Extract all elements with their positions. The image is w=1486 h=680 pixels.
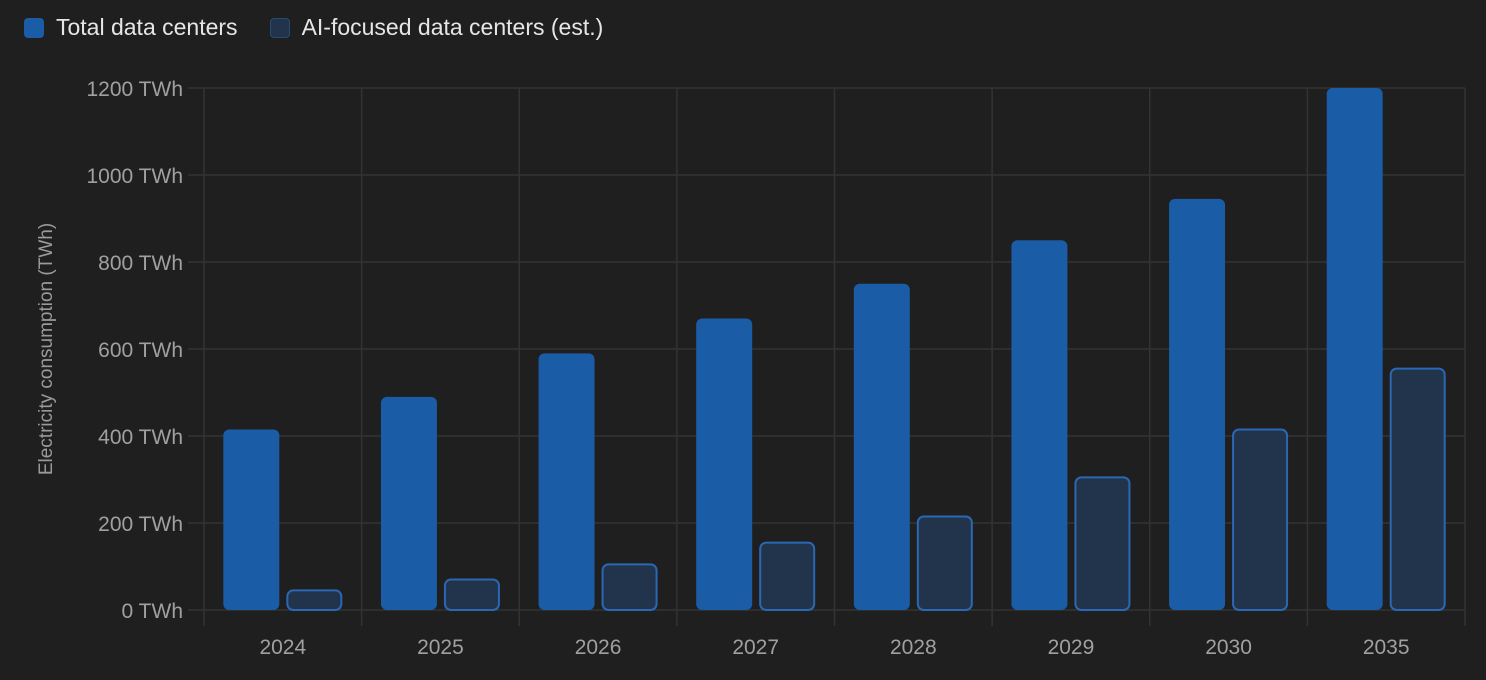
legend-swatch-ai bbox=[269, 17, 290, 38]
bar-total[interactable] bbox=[223, 429, 280, 610]
legend-label-total: Total data centers bbox=[56, 14, 238, 40]
y-tick-label: 800 TWh bbox=[98, 252, 183, 275]
legend-label-ai: AI-focused data centers (est.) bbox=[301, 14, 604, 40]
x-tick-label: 2028 bbox=[890, 636, 937, 659]
bar-ai-focused[interactable] bbox=[443, 578, 500, 611]
x-tick-label: 2026 bbox=[575, 636, 622, 659]
bar-ai-focused[interactable] bbox=[1232, 428, 1289, 611]
x-tick-label: 2027 bbox=[732, 636, 779, 659]
x-tick-label: 2029 bbox=[1048, 636, 1095, 659]
x-tick-label: 2030 bbox=[1205, 636, 1252, 659]
x-tick-label: 2035 bbox=[1363, 636, 1410, 659]
y-tick-label: 200 TWh bbox=[98, 513, 183, 536]
bar-ai-focused[interactable] bbox=[1389, 367, 1446, 612]
x-tick-label: 2025 bbox=[417, 636, 464, 659]
bar-ai-focused[interactable] bbox=[286, 589, 343, 611]
bars bbox=[223, 88, 1446, 612]
legend-item-total[interactable]: Total data centers bbox=[24, 14, 238, 41]
legend-item-ai[interactable]: AI-focused data centers (est.) bbox=[269, 14, 604, 41]
y-tick-label: 1000 TWh bbox=[87, 165, 184, 188]
bar-total[interactable] bbox=[696, 318, 753, 610]
bar-ai-focused[interactable] bbox=[759, 541, 816, 612]
chart-legend: Total data centers AI-focused data cente… bbox=[24, 14, 603, 41]
bar-ai-focused[interactable] bbox=[601, 563, 658, 612]
bar-ai-focused[interactable] bbox=[1074, 476, 1131, 612]
bar-total[interactable] bbox=[1011, 240, 1068, 610]
bar-total[interactable] bbox=[538, 353, 595, 610]
x-tick-label: 2024 bbox=[259, 636, 306, 659]
y-axis-title: Electricity consumption (TWh) bbox=[36, 223, 57, 475]
bar-ai-focused[interactable] bbox=[916, 515, 973, 611]
y-tick-label: 600 TWh bbox=[98, 339, 183, 362]
bar-total[interactable] bbox=[853, 283, 910, 610]
bar-total[interactable] bbox=[380, 396, 437, 610]
y-tick-label: 0 TWh bbox=[122, 600, 183, 623]
tick-labels: 0 TWh 200 TWh 400 TWh 600 TWh 800 TWh 1000 TW… bbox=[87, 78, 1410, 659]
y-tick-label: 1200 TWh bbox=[87, 78, 184, 101]
legend-swatch-total bbox=[24, 17, 44, 38]
bar-total[interactable] bbox=[1169, 198, 1226, 611]
bar-total[interactable] bbox=[1326, 88, 1383, 610]
y-tick-label: 400 TWh bbox=[98, 426, 183, 449]
